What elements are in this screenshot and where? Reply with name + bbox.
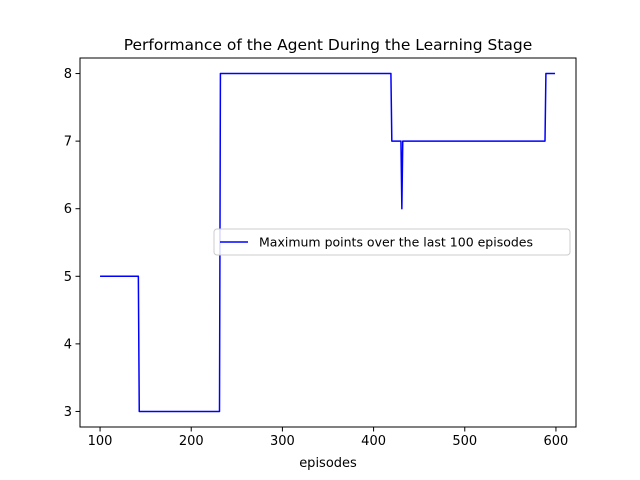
x-tick-label: 300: [270, 434, 295, 449]
y-tick-label: 7: [64, 135, 72, 150]
series-layer: [100, 72, 556, 413]
series-line-0: [100, 72, 556, 413]
y-tick-label: 3: [64, 405, 72, 420]
legend: Maximum points over the last 100 episode…: [213, 228, 571, 256]
y-tick-label: 4: [64, 337, 72, 352]
y-tick-label: 6: [64, 202, 72, 217]
plot-frame: [79, 57, 577, 428]
y-tick-label: 8: [64, 67, 72, 82]
x-axis-ticks: 100 200 300 400 500 600: [88, 427, 569, 449]
legend-entry-label: Maximum points over the last 100 episode…: [259, 235, 533, 250]
x-axis-title: episodes: [299, 456, 357, 471]
chart-title: Performance of the Agent During the Lear…: [124, 36, 533, 54]
x-tick-label: 500: [452, 434, 477, 449]
x-tick-label: 200: [179, 434, 204, 449]
legend-box: [213, 228, 571, 256]
y-axis-ticks: 3 4 5 6 7 8: [64, 67, 80, 420]
x-tick-label: 600: [544, 434, 569, 449]
x-tick-label: 100: [88, 434, 113, 449]
y-tick-label: 5: [64, 270, 72, 285]
x-tick-label: 400: [361, 434, 386, 449]
